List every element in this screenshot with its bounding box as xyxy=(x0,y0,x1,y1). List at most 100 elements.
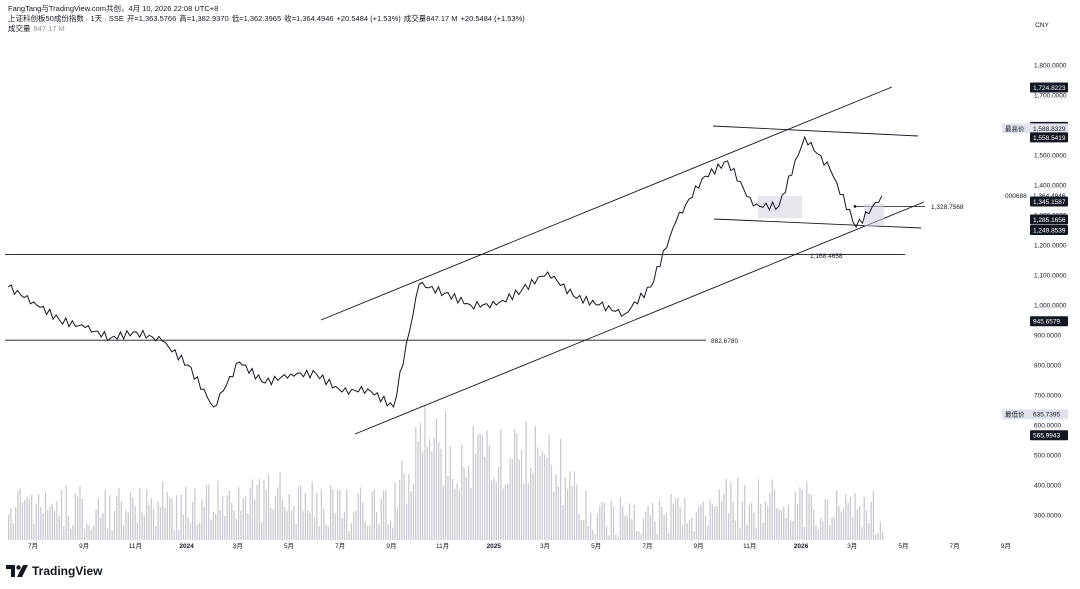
volume-bar xyxy=(822,521,824,540)
volume-bar xyxy=(624,515,626,540)
volume-bar xyxy=(686,523,688,540)
volume-bar xyxy=(622,506,624,540)
volume-bar xyxy=(481,435,484,540)
volume-bar xyxy=(42,513,44,540)
volume-bar xyxy=(486,430,488,540)
volume-bar xyxy=(863,497,865,540)
volume-bar xyxy=(750,503,753,540)
tradingview-logo[interactable]: TradingView xyxy=(6,564,102,578)
open-value: 开=1,363.5766 xyxy=(126,14,177,23)
volume-bar xyxy=(780,510,783,540)
volume-bar xyxy=(343,511,346,540)
volume-bar xyxy=(21,502,24,540)
volume-bar xyxy=(665,512,668,540)
volume-bar xyxy=(875,534,877,540)
consolidation-box xyxy=(758,196,802,218)
volume-bar xyxy=(54,510,56,540)
volume-bar xyxy=(417,441,419,540)
symbol-title[interactable]: 上证科创板50成份指数 · 1天 · SSE xyxy=(8,14,124,23)
x-tick-label: 9月 xyxy=(1001,542,1011,550)
volume-bar xyxy=(479,433,481,540)
volume-bar xyxy=(217,480,219,540)
volume-bar xyxy=(815,525,817,540)
x-tick-label: 9月 xyxy=(694,542,704,550)
x-axis[interactable]: 7月 9月 11月 2024 3月 5月 7月 9月 11月 2025 3月 5月 7月 9月 11月 202… xyxy=(28,542,1011,550)
volume-bar xyxy=(870,501,872,540)
price-tag-value: 1,345.1587 xyxy=(1033,199,1066,206)
volume-bar xyxy=(746,524,748,540)
x-tick-label: 9月 xyxy=(386,542,396,550)
volume-bar xyxy=(97,498,99,540)
volume-bar xyxy=(840,511,842,540)
volume-value: 847.17 M xyxy=(33,24,65,33)
attribution-text: FangTang与TradingView.com共创，4月 10, 2026 2… xyxy=(8,4,219,13)
volume-bar xyxy=(451,479,454,540)
volume-bar xyxy=(773,489,776,540)
volume-bar xyxy=(244,496,247,540)
volume-bar xyxy=(474,453,477,540)
volume-bar xyxy=(723,493,725,540)
volume-bar xyxy=(426,446,428,540)
volume-bar xyxy=(192,501,194,540)
price-tag-value: 1,285.1656 xyxy=(1033,217,1066,224)
volume-bar xyxy=(829,525,831,540)
volume-bar xyxy=(392,527,394,540)
volume-bar xyxy=(369,525,371,540)
volume-bar xyxy=(852,517,854,540)
volume-bar xyxy=(725,478,727,540)
volume-bar xyxy=(504,484,507,540)
volume-bar xyxy=(518,459,520,540)
volume-bar xyxy=(744,485,746,540)
volume-bar xyxy=(539,455,541,540)
volume-bar xyxy=(141,511,143,540)
volume-bar xyxy=(675,498,677,540)
range-top-line xyxy=(712,125,919,137)
volume-bar xyxy=(810,495,812,540)
x-tick-label: 9月 xyxy=(79,542,89,550)
volume-bar xyxy=(534,426,536,540)
volume-bar xyxy=(808,493,810,540)
volume-bar xyxy=(311,481,313,540)
volume-label[interactable]: 成交量 xyxy=(8,24,31,33)
volume-bar xyxy=(631,519,633,540)
volume-bar xyxy=(242,498,244,540)
x-tick-label: 7月 xyxy=(642,542,652,550)
volume-bar xyxy=(210,519,212,540)
volume-bar xyxy=(537,447,539,540)
volume-bar xyxy=(378,523,380,540)
volume-bar xyxy=(274,495,277,540)
volume-bar xyxy=(231,502,233,540)
x-tick-label: 5月 xyxy=(591,542,601,550)
currency-label: CNY xyxy=(1035,22,1049,29)
volume-bar xyxy=(396,508,398,540)
volume-bar xyxy=(856,509,858,540)
volume-bar xyxy=(608,535,610,540)
volume-bar xyxy=(589,512,592,540)
volume-bar xyxy=(139,488,141,540)
volume-bar xyxy=(732,502,734,540)
volume-bar xyxy=(380,498,382,540)
volume-bar xyxy=(90,529,93,540)
volume-bar xyxy=(868,523,870,540)
volume-bar xyxy=(295,524,297,540)
volume-bar xyxy=(134,506,136,540)
volume-bar xyxy=(488,445,490,540)
volume-bar xyxy=(235,519,237,540)
volume-bar xyxy=(465,477,467,540)
change-value-2: +20.5484 (+1.53%) xyxy=(460,14,525,23)
volume-bar xyxy=(573,471,576,540)
volume-bar xyxy=(288,494,290,540)
volume-bar xyxy=(679,507,681,540)
volume-text: 成交量847.17 M xyxy=(403,14,458,23)
volume-bar xyxy=(14,507,17,540)
volume-bar xyxy=(366,526,369,540)
volume-bar xyxy=(403,473,405,540)
volume-bar xyxy=(281,499,283,540)
volume-bar xyxy=(111,530,113,540)
volume-bar xyxy=(727,513,730,540)
volume-bar xyxy=(350,523,352,540)
volume-bar xyxy=(272,509,274,540)
volume-bar xyxy=(401,460,403,540)
price-tag-bg xyxy=(1030,225,1068,236)
